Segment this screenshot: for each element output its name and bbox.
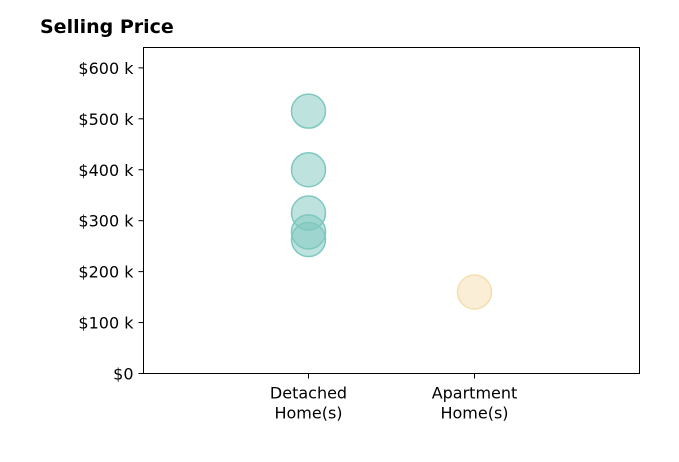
- data-point: [290, 93, 327, 129]
- data-point: [456, 274, 493, 310]
- y-tick-label: $200 k: [78, 263, 134, 282]
- chart-title: Selling Price: [40, 16, 174, 38]
- data-point: [290, 152, 327, 188]
- x-tick-label: Detached Home(s): [270, 384, 347, 423]
- data-points: [290, 93, 493, 310]
- y-tick-label: $0: [113, 365, 133, 384]
- y-tick-label: $300 k: [78, 212, 134, 231]
- x-axis: Detached Home(s) Apartment Home(s): [270, 373, 518, 423]
- y-tick-label: $600 k: [78, 59, 134, 78]
- y-tick-label: $400 k: [78, 161, 134, 180]
- y-tick-label: $100 k: [78, 314, 134, 333]
- data-point: [290, 221, 327, 258]
- y-tick-label: $500 k: [78, 110, 134, 129]
- x-tick-label: Apartment Home(s): [432, 384, 518, 423]
- y-axis: $0 $100 k $200 k $300 k $400 k $500 k $600 k: [78, 59, 144, 384]
- plot-frame: [143, 47, 640, 374]
